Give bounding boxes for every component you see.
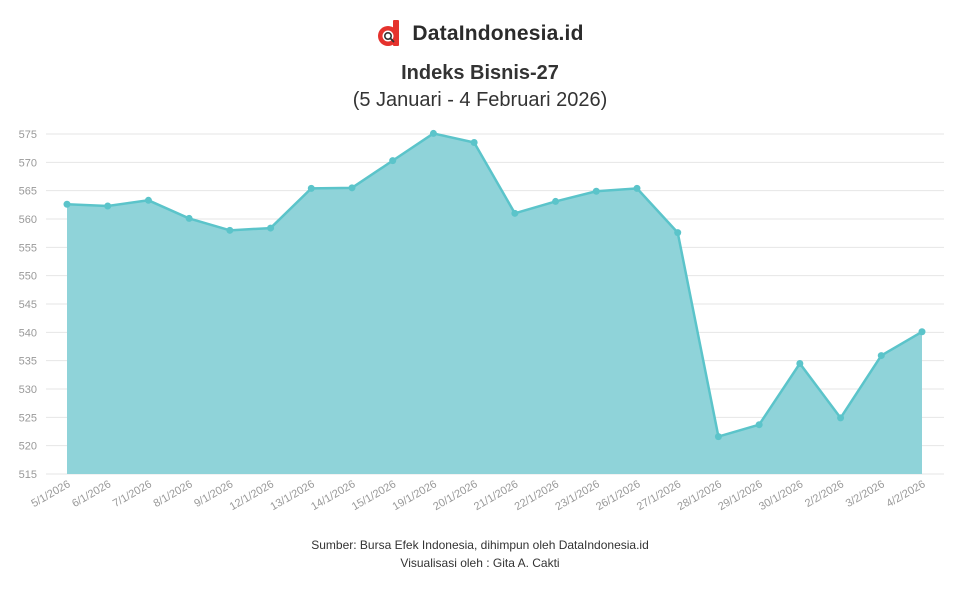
data-point xyxy=(470,139,478,146)
data-point xyxy=(633,184,641,192)
data-point xyxy=(429,129,437,137)
x-tick-label: 21/1/2026 xyxy=(472,478,520,513)
x-tick-label: 6/1/2026 xyxy=(70,478,113,510)
data-point xyxy=(837,414,845,422)
x-tick-label: 2/2/2026 xyxy=(803,478,846,510)
data-point xyxy=(267,224,275,232)
data-point xyxy=(104,202,112,210)
x-tick-label: 19/1/2026 xyxy=(391,478,439,513)
data-point xyxy=(511,209,519,217)
chart-subtitle: (5 Januari - 4 Februari 2026) xyxy=(352,89,608,111)
x-tick-label: 5/1/2026 xyxy=(29,478,72,510)
y-tick-label: 545 xyxy=(19,299,37,311)
y-tick-label: 530 xyxy=(19,384,37,396)
y-tick-label: 565 xyxy=(19,186,37,198)
x-tick-label: 12/1/2026 xyxy=(228,478,276,513)
x-tick-label: 26/1/2026 xyxy=(594,478,642,513)
brand-name: DataIndonesia.id xyxy=(412,22,584,45)
x-tick-label: 30/1/2026 xyxy=(757,478,805,513)
data-point xyxy=(348,184,356,192)
data-point xyxy=(674,229,682,237)
y-tick-label: 520 xyxy=(19,441,37,453)
data-point xyxy=(63,200,71,208)
dataindonesia-logo-icon xyxy=(378,20,400,46)
visualization-credit: Visualisasi oleh : Gita A. Cakti xyxy=(400,556,560,570)
x-tick-label: 22/1/2026 xyxy=(513,478,561,513)
y-tick-label: 560 xyxy=(19,214,37,226)
x-tick-label: 4/2/2026 xyxy=(884,478,927,510)
y-tick-label: 515 xyxy=(19,469,37,481)
data-point xyxy=(552,197,560,205)
source-note: Sumber: Bursa Efek Indonesia, dihimpun o… xyxy=(311,538,649,552)
y-tick-label: 555 xyxy=(19,242,37,254)
x-tick-label: 20/1/2026 xyxy=(431,478,479,513)
y-tick-label: 575 xyxy=(19,129,37,141)
x-tick-label: 28/1/2026 xyxy=(676,478,724,513)
data-point xyxy=(796,360,804,367)
data-point xyxy=(755,421,763,429)
data-point xyxy=(307,184,315,192)
brand-header: DataIndonesia.id xyxy=(0,20,960,48)
x-tick-label: 29/1/2026 xyxy=(716,478,764,513)
y-tick-label: 570 xyxy=(19,157,37,169)
data-point xyxy=(185,214,193,222)
data-point xyxy=(877,352,885,360)
data-point xyxy=(226,226,234,234)
x-tick-label: 27/1/2026 xyxy=(635,478,683,513)
y-tick-label: 535 xyxy=(19,356,37,368)
data-point xyxy=(144,196,152,204)
chart-title: Indeks Bisnis-27 xyxy=(401,62,559,84)
data-point xyxy=(389,157,397,165)
x-tick-label: 14/1/2026 xyxy=(309,478,357,513)
x-tick-label: 7/1/2026 xyxy=(111,478,154,510)
data-point xyxy=(714,433,722,441)
data-point xyxy=(918,328,926,336)
x-tick-label: 13/1/2026 xyxy=(268,478,316,513)
y-tick-label: 540 xyxy=(19,327,37,339)
data-point xyxy=(592,187,600,195)
x-tick-label: 8/1/2026 xyxy=(152,478,195,510)
series-line xyxy=(66,132,923,438)
y-tick-label: 525 xyxy=(19,412,37,424)
x-tick-label: 3/2/2026 xyxy=(844,478,887,510)
x-tick-label: 23/1/2026 xyxy=(553,478,601,513)
y-tick-label: 550 xyxy=(19,271,37,283)
x-tick-label: 15/1/2026 xyxy=(350,478,398,513)
